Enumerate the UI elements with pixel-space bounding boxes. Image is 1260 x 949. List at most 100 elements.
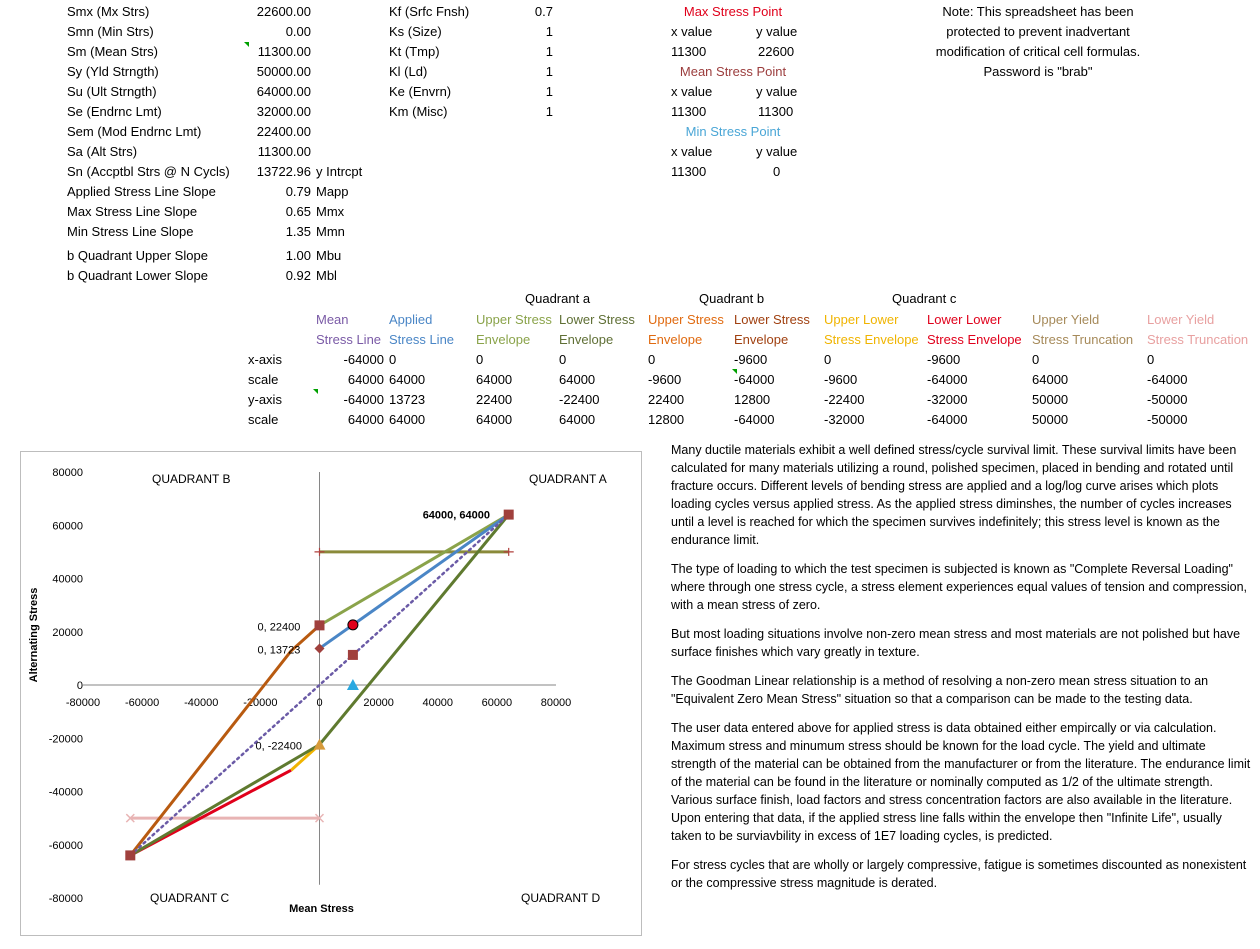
goodman-diagram-chart[interactable]: -80000 -60000 -40000 -20000 0 20000 40000 60000… <box>20 451 642 936</box>
y-tick-label: -80000 <box>49 893 83 905</box>
param-label: Su (Ult Strngth) <box>67 84 157 99</box>
table-cell: 50000 <box>1032 412 1069 427</box>
param-value[interactable]: 22400.00 <box>256 124 311 139</box>
param-value[interactable]: 13722.96 <box>256 164 311 179</box>
table-col-header: Applied <box>389 312 433 327</box>
min-y-label: y value <box>756 144 798 159</box>
table-cell: -9600 <box>824 372 858 387</box>
table-cell: 64000 <box>389 372 426 387</box>
table-cell: 22400 <box>476 392 513 407</box>
data-label: 0, 22400 <box>258 621 301 633</box>
param-value[interactable]: 11300.00 <box>257 144 311 159</box>
table-cell: -64000 <box>927 372 968 387</box>
min-x-value[interactable]: 11300 <box>671 164 707 179</box>
data-label: 0, -22400 <box>256 741 302 753</box>
param-label: Sy (Yld Strngth) <box>67 64 159 79</box>
lower-yield-marker <box>125 813 135 823</box>
param-label: Sem (Mod Endrnc Lmt) <box>67 124 202 139</box>
param-value[interactable]: 50000.00 <box>256 64 311 79</box>
quadrant-d-label: QUADRANT D <box>521 891 600 905</box>
upper-yield-marker <box>503 547 514 556</box>
table-cell: 64000 <box>559 412 596 427</box>
table-col-header: Lower Yield <box>1147 312 1215 327</box>
cell-indicator-icon <box>244 42 249 47</box>
mean-y-label: y value <box>756 84 798 99</box>
max-x-value[interactable]: 11300 <box>671 44 707 59</box>
factor-label: Kl (Ld) <box>389 64 428 79</box>
mean-x-value[interactable]: 11300 <box>671 104 707 119</box>
table-cell: -64000 <box>927 412 968 427</box>
factor-value[interactable]: 1 <box>545 64 553 79</box>
y-tick-label: 80000 <box>52 467 83 479</box>
factor-value[interactable]: 1 <box>545 24 553 39</box>
table-cell: -64000 <box>343 352 384 367</box>
factor-value[interactable]: 1 <box>545 104 553 119</box>
table-cell: -64000 <box>734 372 775 387</box>
table-cell: -22400 <box>824 392 865 407</box>
triangle-point-marker <box>313 738 326 750</box>
table-cell: -9600 <box>734 352 768 367</box>
slope-value: 0.65 <box>285 204 311 219</box>
explanation-paragraph: The user data entered above for applied … <box>671 721 1251 843</box>
x-tick-label: -80000 <box>66 697 100 709</box>
slope-value: 1.35 <box>285 224 311 239</box>
table-col-header: Upper Stress <box>648 312 724 327</box>
factor-label: Kf (Srfc Fnsh) <box>389 4 470 19</box>
table-cell: 12800 <box>734 392 771 407</box>
slope-suffix: Mbu <box>316 248 342 263</box>
x-axis-title: Mean Stress <box>289 903 354 915</box>
slope-label: b Quadrant Upper Slope <box>67 248 208 263</box>
cell-indicator-icon <box>732 369 737 374</box>
table-cell: 0 <box>824 352 832 367</box>
param-label: Sm (Mean Strs) <box>67 44 159 59</box>
table-col-header: Stress Truncation <box>1032 332 1134 347</box>
table-cell: -32000 <box>927 392 968 407</box>
table-cell: 64000 <box>476 412 513 427</box>
table-cell: -64000 <box>343 392 384 407</box>
factor-value[interactable]: 1 <box>545 84 553 99</box>
table-cell: -64000 <box>734 412 775 427</box>
table-cell: 0 <box>1032 352 1040 367</box>
table-col-header: Upper Yield <box>1032 312 1100 327</box>
quadrant-a-header: Quadrant a <box>525 291 591 306</box>
max-stress-point-marker <box>347 619 359 631</box>
x-tick-label: 40000 <box>422 697 453 709</box>
slope-label: Min Stress Line Slope <box>67 224 194 239</box>
y-tick-label: 0 <box>77 680 83 692</box>
table-cell: -9600 <box>648 372 682 387</box>
table-cell: 12800 <box>648 412 685 427</box>
table-col-header: Upper Lower <box>824 312 899 327</box>
mean-y-value[interactable]: 11300 <box>758 104 794 119</box>
factor-label: Ke (Envrn) <box>389 84 452 99</box>
explanation-paragraph: Many ductile materials exhibit a well de… <box>671 443 1237 547</box>
max-y-value[interactable]: 22600 <box>758 44 795 59</box>
quadrant-c-label: QUADRANT C <box>150 891 229 905</box>
param-label: Sn (Accptbl Strs @ N Cycls) <box>67 164 230 179</box>
series-line <box>129 624 321 857</box>
factor-value[interactable]: 0.7 <box>534 4 553 19</box>
y-tick-label: 20000 <box>52 627 83 639</box>
y-tick-label: -60000 <box>49 840 83 852</box>
data-label: 64000, 64000 <box>423 510 490 522</box>
x-tick-label: -40000 <box>184 697 218 709</box>
table-col-header: Envelope <box>559 332 614 347</box>
table-cell: 0 <box>476 352 484 367</box>
triangle-point-marker <box>346 679 359 690</box>
min-x-label: x value <box>671 144 713 159</box>
table-col-header: Upper Stress <box>476 312 552 327</box>
param-value[interactable]: 22600.00 <box>256 4 311 19</box>
factor-label: Km (Misc) <box>389 104 448 119</box>
mean-stress-point-title: Mean Stress Point <box>679 64 787 79</box>
param-value[interactable]: 32000.00 <box>256 104 311 119</box>
table-cell: 0 <box>559 352 567 367</box>
explanation-paragraph: The type of loading to which the test sp… <box>671 562 1248 612</box>
table-col-header: Stress Truncation <box>1147 332 1249 347</box>
quadrant-c-header: Quadrant c <box>892 291 957 306</box>
factor-value[interactable]: 1 <box>545 44 553 59</box>
param-value[interactable]: 0.00 <box>285 24 311 39</box>
table-cell: 64000 <box>389 412 426 427</box>
param-value[interactable]: 64000.00 <box>256 84 311 99</box>
slope-suffix: Mapp <box>316 184 349 199</box>
min-y-value[interactable]: 0 <box>773 164 781 179</box>
param-value[interactable]: 11300.00 <box>257 44 311 59</box>
